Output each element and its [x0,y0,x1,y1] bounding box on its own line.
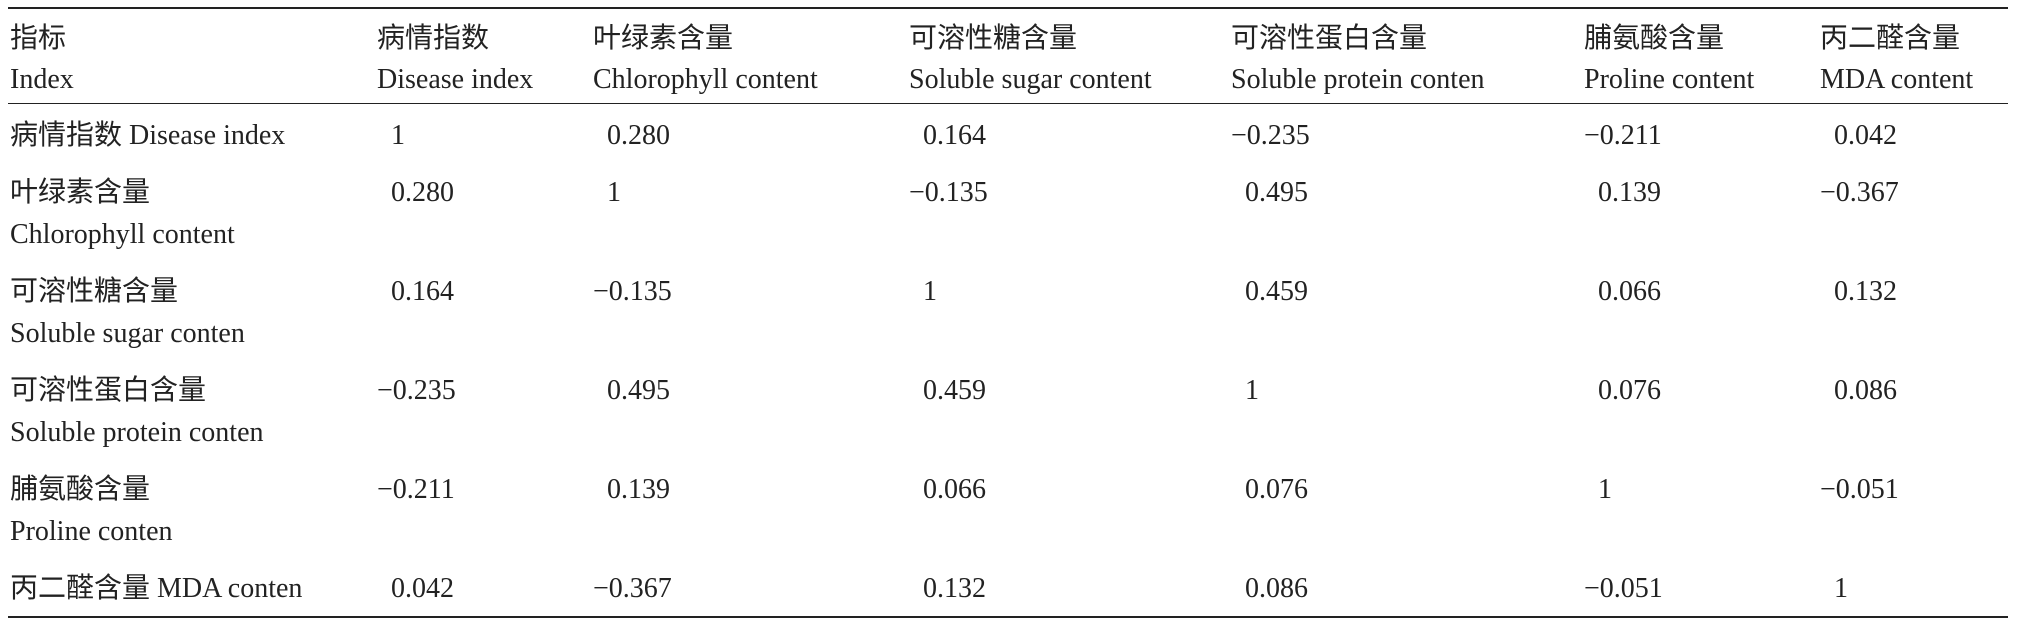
cell-value: 0.076 [1598,375,1661,406]
column-header-en: Disease index [377,64,534,95]
cell-value: 0.139 [1598,177,1661,208]
column-header-zh: 叶绿素含量 [593,23,734,54]
cell-value: −0.235 [1231,120,1310,151]
cell-value: 1 [607,177,621,208]
column-header-en: MDA content [1820,64,1974,95]
cell-value: 1 [923,276,937,307]
cell-value: 0.164 [923,120,986,151]
cell-value: 0.280 [607,120,670,151]
cell-value: −0.051 [1584,573,1663,604]
cell-value: −0.367 [593,573,672,604]
cell-value: 1 [1598,474,1612,505]
cell-value: −0.051 [1820,474,1899,505]
row-label: 丙二醛含量 MDA conten [10,573,303,604]
cell-value: 0.086 [1834,375,1897,406]
cell-value: 1 [1245,375,1259,406]
column-header-zh: 可溶性蛋白含量 [1231,23,1428,54]
cell-value: 0.042 [391,573,454,604]
header-rule [8,103,2008,104]
column-header-zh: 脯氨酸含量 [1584,23,1725,54]
cell-value: 1 [391,120,405,151]
row-label: Soluble protein conten [10,417,264,448]
cell-value: 0.280 [391,177,454,208]
row-label: 可溶性蛋白含量 [10,375,207,406]
row-label: 叶绿素含量 [10,177,151,208]
cell-value: 1 [1834,573,1848,604]
row-label: Chlorophyll content [10,219,235,250]
cell-value: 0.066 [923,474,986,505]
cell-value: 0.132 [1834,276,1897,307]
column-header-zh: 病情指数 [377,23,490,54]
row-label: Soluble sugar conten [10,318,245,349]
cell-value: 0.459 [1245,276,1308,307]
column-header-en: Soluble sugar content [909,64,1152,95]
cell-value: −0.367 [1820,177,1899,208]
column-header-zh: 丙二醛含量 [1820,23,1961,54]
column-header-en: Index [10,64,74,95]
cell-value: 0.066 [1598,276,1661,307]
row-label: 脯氨酸含量 [10,474,151,505]
bottom-rule [8,616,2008,618]
row-label: Proline conten [10,516,173,547]
cell-value: 0.164 [391,276,454,307]
cell-value: 0.495 [607,375,670,406]
cell-value: −0.211 [377,474,455,505]
row-label: 病情指数 Disease index [10,120,286,151]
cell-value: 0.086 [1245,573,1308,604]
column-header-zh: 可溶性糖含量 [909,23,1078,54]
cell-value: −0.235 [377,375,456,406]
cell-value: 0.459 [923,375,986,406]
cell-value: −0.135 [909,177,988,208]
column-header-zh: 指标 [10,23,67,54]
cell-value: 0.042 [1834,120,1897,151]
row-label: 可溶性糖含量 [10,276,179,307]
column-header-en: Chlorophyll content [593,64,818,95]
cell-value: −0.211 [1584,120,1662,151]
cell-value: 0.076 [1245,474,1308,505]
cell-value: 0.139 [607,474,670,505]
cell-value: −0.135 [593,276,672,307]
column-header-en: Proline content [1584,64,1755,95]
cell-value: 0.132 [923,573,986,604]
column-header-en: Soluble protein conten [1231,64,1485,95]
cell-value: 0.495 [1245,177,1308,208]
top-rule [8,7,2008,9]
